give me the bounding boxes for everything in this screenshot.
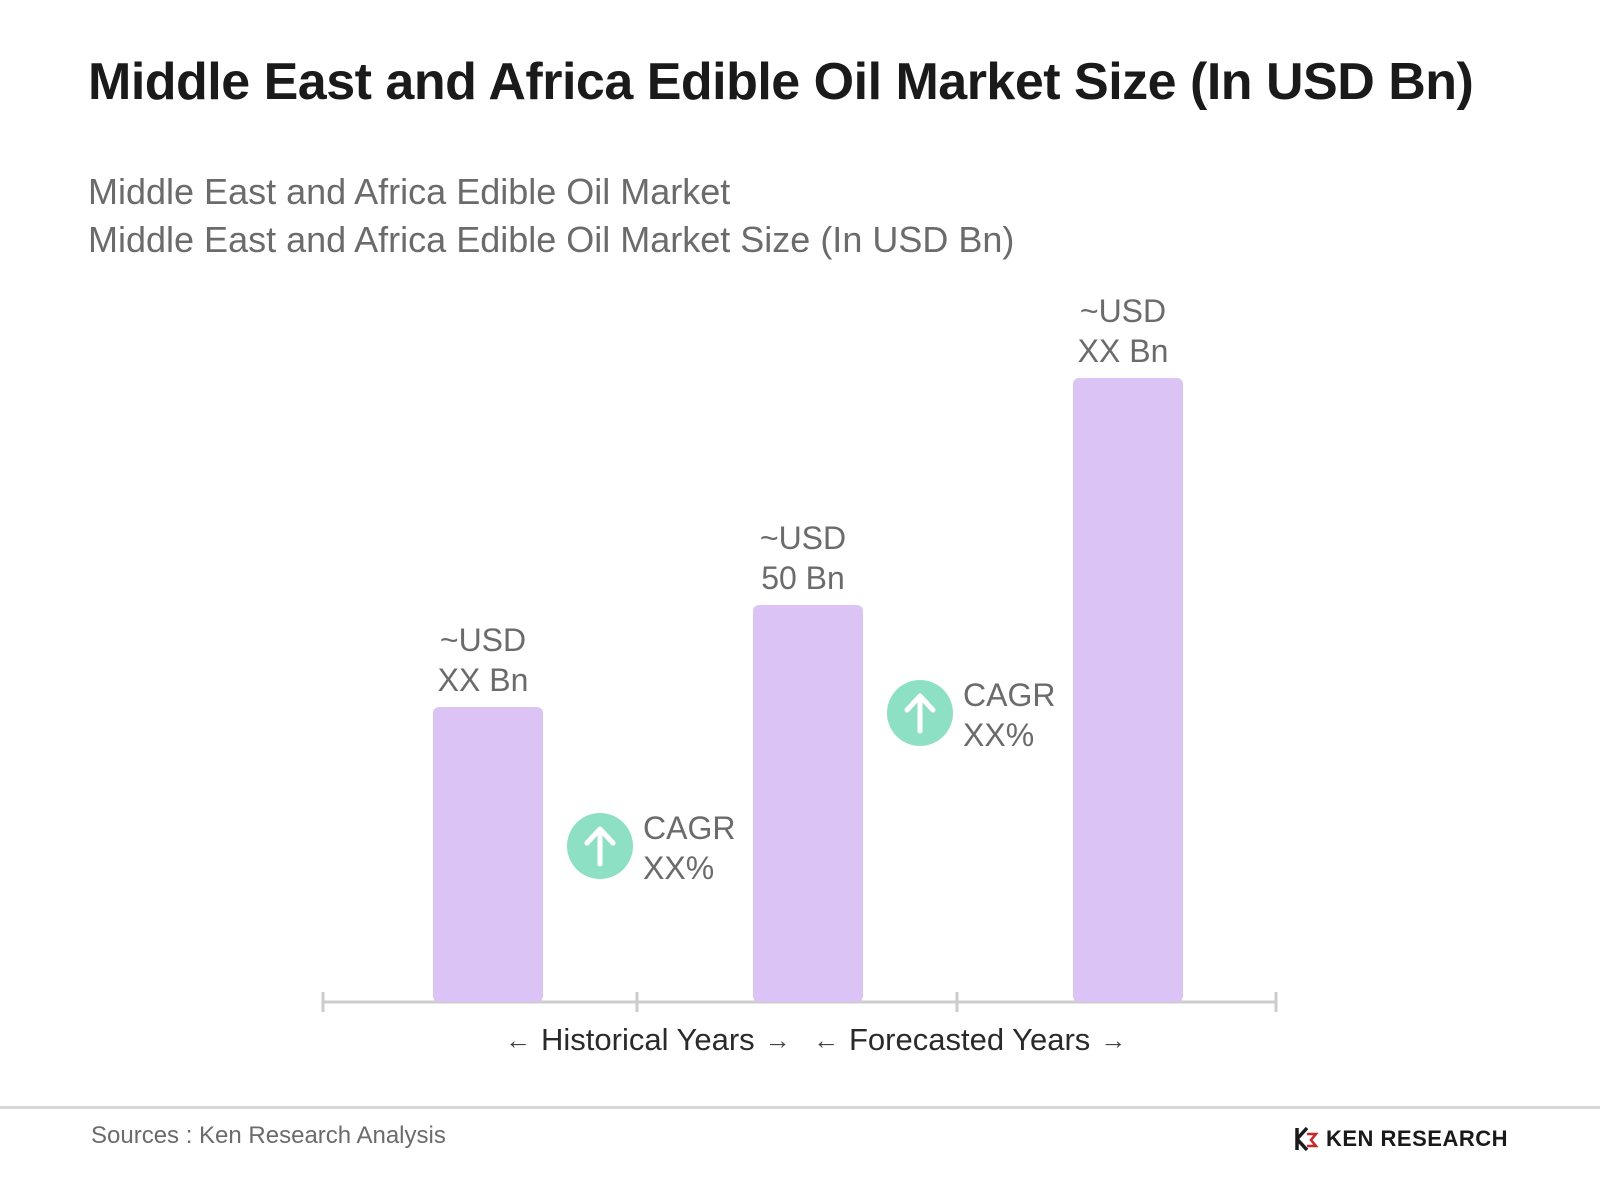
arrow-right-icon: → — [764, 1024, 791, 1055]
footer-divider — [0, 1106, 1600, 1109]
cagr-1-label-line-1: CAGR — [643, 810, 735, 846]
chart-subtitle: Middle East and Africa Edible Oil Market… — [88, 168, 1014, 264]
subtitle-line-2: Middle East and Africa Edible Oil Market… — [88, 219, 1015, 260]
period-historical-label: Historical Years — [541, 1022, 755, 1057]
bar-1-label-line-2: XX Bn — [438, 662, 529, 698]
source-note: Sources : Ken Research Analysis — [91, 1122, 446, 1149]
bar-2-label-line-2: 50 Bn — [761, 560, 845, 596]
ken-research-logo-icon — [1295, 1126, 1319, 1152]
bar-3-label-line-1: ~USD — [1080, 293, 1166, 329]
bar-3-label-line-2: XX Bn — [1078, 333, 1169, 369]
bar-1 — [433, 707, 543, 1002]
bar-2-label-line-1: ~USD — [760, 520, 846, 556]
cagr-2-label-line-1: CAGR — [963, 677, 1055, 713]
bar-2 — [753, 605, 863, 1002]
period-historical: ← Historical Years → — [505, 1022, 791, 1058]
chart-title: Middle East and Africa Edible Oil Market… — [88, 53, 1474, 111]
brand-name: KEN RESEARCH — [1325, 1126, 1508, 1151]
brand-logo: KEN RESEARCH — [1294, 1126, 1508, 1152]
cagr-1-label-line-2: XX% — [643, 850, 714, 886]
arrow-left-icon: ← — [505, 1024, 531, 1055]
arrow-left-icon: ← — [813, 1024, 839, 1055]
bar-chart: ~USD XX Bn ~USD 50 Bn ~USD XX Bn CAGR XX% CAGR XX… — [321, 293, 1278, 1012]
subtitle-line-1: Middle East and Africa Edible Oil Market — [88, 171, 731, 212]
bar-1-label-line-1: ~USD — [440, 622, 526, 658]
arrow-up-icon — [584, 826, 616, 867]
cagr-2-label-line-2: XX% — [963, 717, 1034, 753]
period-forecasted: ← Forecasted Years → — [813, 1022, 1126, 1058]
period-forecasted-label: Forecasted Years — [849, 1022, 1091, 1057]
bar-3 — [1073, 378, 1183, 1002]
arrow-right-icon: → — [1100, 1024, 1127, 1055]
arrow-up-icon — [904, 693, 936, 734]
